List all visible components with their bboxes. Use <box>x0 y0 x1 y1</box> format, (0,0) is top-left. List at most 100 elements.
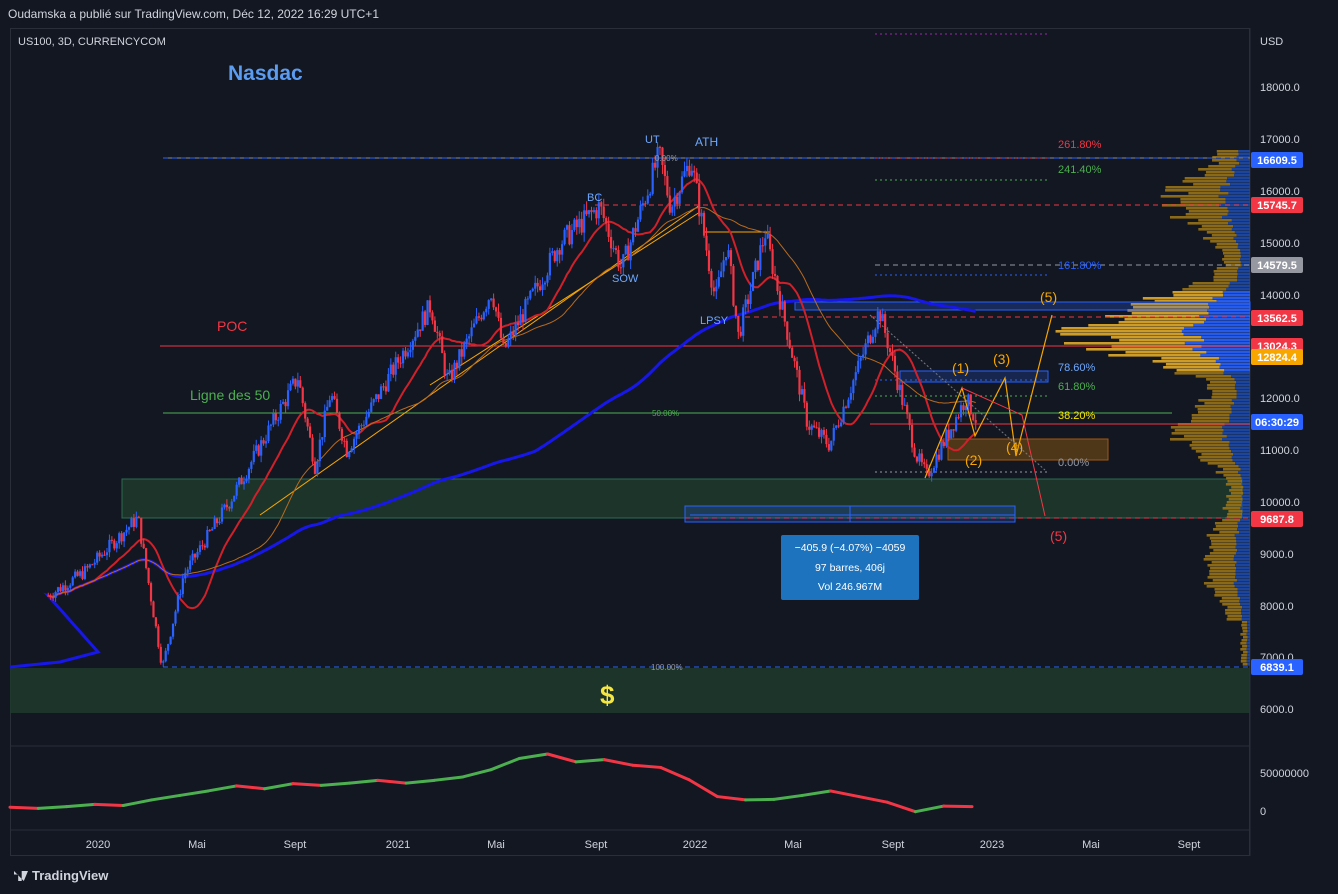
candle-body <box>671 206 674 213</box>
vp-bar-down <box>1236 396 1250 399</box>
candle-body <box>91 564 94 566</box>
oscillator-segment <box>432 775 465 782</box>
vp-bar-up <box>1217 153 1239 156</box>
vp-bar-down <box>1200 354 1250 357</box>
price-label-text: 16609.5 <box>1257 155 1297 167</box>
vp-bar-down <box>1220 189 1250 192</box>
candle-body <box>419 329 422 331</box>
vp-bar-down <box>1237 594 1250 597</box>
candle-body <box>879 311 882 322</box>
candle-body <box>932 467 936 473</box>
vp-bar-down <box>1242 510 1250 513</box>
candle-body <box>959 405 963 418</box>
candle-body <box>908 414 911 425</box>
candle-body <box>203 545 206 548</box>
wave-2: (2) <box>965 452 982 468</box>
candle-body <box>323 410 326 438</box>
candle-body <box>345 440 348 458</box>
candle-body <box>269 424 273 426</box>
price-axis[interactable]: 6000.07000.08000.09000.010000.011000.012… <box>1260 82 1300 716</box>
candle-body <box>614 248 618 250</box>
candle-body <box>646 195 649 204</box>
candle-body <box>279 403 282 420</box>
candle-body <box>570 229 574 245</box>
osc-tick-label: 50000000 <box>1260 768 1309 780</box>
vp-bar-up <box>1189 444 1229 447</box>
vp-bar-up <box>1198 228 1232 231</box>
candle-body <box>693 170 696 173</box>
candle-body <box>935 454 938 468</box>
vp-bar-up <box>1118 321 1205 324</box>
vp-bar-up <box>1242 645 1248 648</box>
symbol-label: US100, 3D, CURRENCYCOM <box>18 36 166 48</box>
vp-bar-up <box>1213 270 1238 273</box>
vp-bar-down <box>1236 156 1250 159</box>
vp-bar-down <box>1236 240 1250 243</box>
vp-bar-down <box>1247 621 1250 624</box>
candle-body <box>920 453 923 463</box>
candle-body <box>308 426 312 438</box>
vp-bar-down <box>1239 600 1250 603</box>
candle-body <box>387 374 390 392</box>
candle-body <box>695 172 698 184</box>
vp-bar-up <box>1171 432 1223 435</box>
candle-body <box>446 373 449 375</box>
price-label: 12824.4 <box>1251 349 1303 365</box>
candle-body <box>568 225 571 245</box>
label-ath: ATH <box>695 135 718 149</box>
candle-body <box>676 196 679 204</box>
vp-bar-up <box>1223 468 1241 471</box>
x-tick-label: Sept <box>1178 839 1201 851</box>
candle-body <box>857 360 860 373</box>
vp-bar-down <box>1246 633 1250 636</box>
vp-bar-up <box>1174 429 1224 432</box>
oscillator-segment <box>234 784 267 791</box>
vp-bar-up <box>1221 597 1241 600</box>
candle-body <box>563 229 566 245</box>
candle-body <box>771 249 774 274</box>
candle-body <box>531 288 534 291</box>
candle-body <box>585 210 588 215</box>
candle-body <box>573 219 576 230</box>
vp-bar-down <box>1239 162 1250 165</box>
x-tick-label: Mai <box>1082 839 1100 851</box>
vp-bar-down <box>1234 387 1250 390</box>
candle-body <box>964 405 967 411</box>
time-axis[interactable]: 2020 Mai Sept 2021 Mai Sept 2022 Mai Sept 2023 Mai… <box>86 839 1201 851</box>
price-label-bg <box>1251 659 1303 675</box>
candle-body <box>891 351 894 356</box>
vp-bar-up <box>1130 303 1209 306</box>
vp-bar-down <box>1228 210 1250 213</box>
tradingview-logo[interactable]: TradingView <box>14 868 108 883</box>
candle-body <box>607 223 610 237</box>
candle-body <box>465 338 468 343</box>
candle-body <box>331 396 334 401</box>
oscillator-segment <box>517 752 550 760</box>
candle-body <box>472 323 476 328</box>
oscillator-segment <box>574 758 606 764</box>
vp-bar-down <box>1219 366 1250 369</box>
candle-body <box>375 394 378 400</box>
candle-body <box>514 322 517 336</box>
candle-body <box>208 529 211 531</box>
candle-body <box>313 461 317 474</box>
candle-body <box>888 348 892 352</box>
volume-oscillator <box>8 752 974 814</box>
price-label-bg <box>1251 152 1303 168</box>
candle-body <box>539 286 542 290</box>
candle-body <box>712 287 715 292</box>
vp-bar-up <box>1161 357 1219 360</box>
price-label: 16609.5 <box>1251 152 1303 168</box>
vp-bar-up <box>1225 483 1242 486</box>
trendline-orange-1 <box>259 204 701 516</box>
candle-body <box>521 314 525 323</box>
vp-bar-down <box>1241 504 1250 507</box>
vp-bar-down <box>1229 441 1250 444</box>
vp-bar-down <box>1233 237 1250 240</box>
candle-body <box>159 646 162 663</box>
vp-bar-down <box>1242 489 1250 492</box>
candle-body <box>59 587 62 592</box>
vp-bar-up <box>1152 360 1216 363</box>
candle-body <box>235 484 238 496</box>
